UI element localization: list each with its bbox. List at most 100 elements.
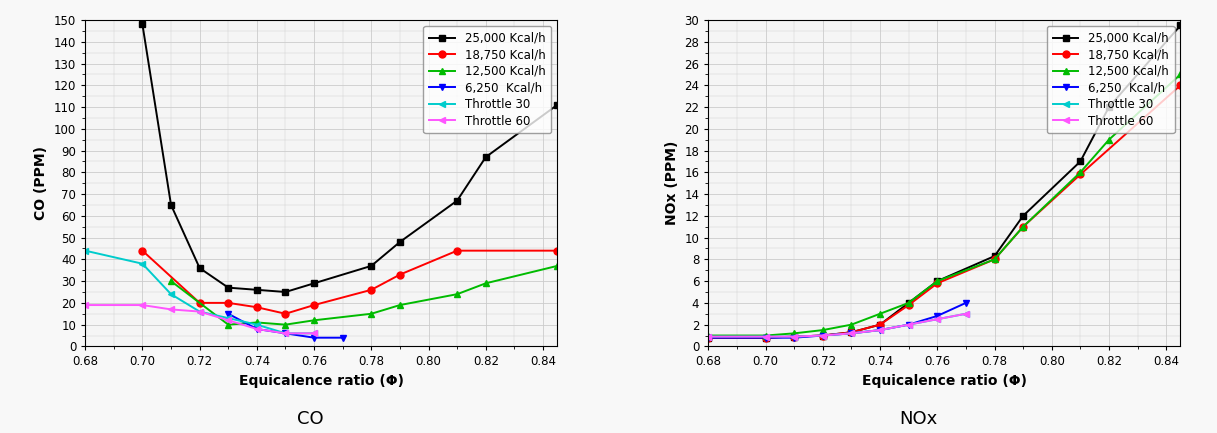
25,000 Kcal/h	[701, 335, 716, 340]
25,000 Kcal/h	[307, 281, 321, 286]
18,750 Kcal/h	[1073, 172, 1088, 177]
18,750 Kcal/h	[192, 300, 207, 305]
18,750 Kcal/h	[758, 335, 773, 340]
25,000 Kcal/h	[478, 155, 493, 160]
12,500 Kcal/h	[758, 333, 773, 338]
12,500 Kcal/h	[393, 303, 408, 308]
6,250  Kcal/h	[815, 333, 830, 338]
18,750 Kcal/h	[249, 305, 264, 310]
Line: 25,000 Kcal/h: 25,000 Kcal/h	[139, 21, 561, 295]
Line: 12,500 Kcal/h: 12,500 Kcal/h	[705, 71, 1184, 339]
18,750 Kcal/h	[873, 322, 887, 327]
Line: Throttle 30: Throttle 30	[705, 310, 970, 340]
Throttle 60	[873, 327, 887, 333]
Throttle 60	[787, 334, 802, 339]
Throttle 60	[701, 334, 716, 339]
25,000 Kcal/h	[845, 330, 859, 335]
Line: 18,750 Kcal/h: 18,750 Kcal/h	[139, 247, 561, 317]
Throttle 60	[135, 303, 150, 308]
12,500 Kcal/h	[845, 322, 859, 327]
Throttle 30	[307, 331, 321, 336]
Throttle 60	[902, 322, 916, 327]
6,250  Kcal/h	[758, 335, 773, 340]
12,500 Kcal/h	[478, 281, 493, 286]
Throttle 60	[78, 303, 92, 308]
18,750 Kcal/h	[987, 257, 1002, 262]
25,000 Kcal/h	[192, 265, 207, 271]
Throttle 30	[221, 316, 236, 321]
Throttle 60	[164, 307, 179, 312]
Throttle 60	[845, 331, 859, 336]
6,250  Kcal/h	[902, 322, 916, 327]
12,500 Kcal/h	[550, 263, 565, 268]
18,750 Kcal/h	[135, 248, 150, 253]
18,750 Kcal/h	[550, 248, 565, 253]
Line: 25,000 Kcal/h: 25,000 Kcal/h	[705, 22, 1184, 341]
25,000 Kcal/h	[930, 278, 944, 284]
25,000 Kcal/h	[1073, 159, 1088, 164]
X-axis label: Equicalence ratio (Φ): Equicalence ratio (Φ)	[239, 374, 404, 388]
Throttle 30	[279, 331, 293, 336]
6,250  Kcal/h	[787, 335, 802, 340]
Throttle 30	[249, 322, 264, 327]
Throttle 60	[221, 318, 236, 323]
Throttle 30	[78, 248, 92, 253]
6,250  Kcal/h	[701, 335, 716, 340]
Throttle 30	[930, 317, 944, 322]
18,750 Kcal/h	[701, 335, 716, 340]
6,250  Kcal/h	[845, 331, 859, 336]
Line: Throttle 60: Throttle 60	[705, 310, 970, 340]
18,750 Kcal/h	[279, 311, 293, 317]
25,000 Kcal/h	[450, 198, 465, 203]
Y-axis label: CO (PPM): CO (PPM)	[34, 146, 49, 220]
Throttle 30	[815, 333, 830, 338]
Legend: 25,000 Kcal/h, 18,750 Kcal/h, 12,500 Kcal/h, 6,250  Kcal/h, Throttle 30, Throttl: 25,000 Kcal/h, 18,750 Kcal/h, 12,500 Kca…	[424, 26, 551, 133]
25,000 Kcal/h	[364, 263, 378, 268]
12,500 Kcal/h	[249, 320, 264, 325]
12,500 Kcal/h	[307, 318, 321, 323]
Text: NOx: NOx	[899, 410, 938, 428]
12,500 Kcal/h	[221, 322, 236, 327]
Line: 6,250  Kcal/h: 6,250 Kcal/h	[705, 299, 970, 341]
Throttle 30	[164, 291, 179, 297]
25,000 Kcal/h	[550, 102, 565, 107]
18,750 Kcal/h	[450, 248, 465, 253]
18,750 Kcal/h	[221, 300, 236, 305]
18,750 Kcal/h	[902, 303, 916, 308]
Throttle 60	[249, 326, 264, 332]
12,500 Kcal/h	[1016, 224, 1031, 229]
12,500 Kcal/h	[873, 311, 887, 317]
18,750 Kcal/h	[1173, 83, 1188, 88]
Throttle 30	[787, 334, 802, 339]
X-axis label: Equicalence ratio (Φ): Equicalence ratio (Φ)	[862, 374, 1027, 388]
6,250  Kcal/h	[279, 331, 293, 336]
Text: CO: CO	[297, 410, 324, 428]
Throttle 30	[959, 311, 974, 317]
6,250  Kcal/h	[873, 327, 887, 333]
12,500 Kcal/h	[987, 257, 1002, 262]
Throttle 60	[279, 331, 293, 336]
Line: 18,750 Kcal/h: 18,750 Kcal/h	[705, 82, 1184, 341]
25,000 Kcal/h	[221, 285, 236, 290]
12,500 Kcal/h	[279, 322, 293, 327]
Throttle 30	[135, 261, 150, 266]
12,500 Kcal/h	[164, 278, 179, 284]
Throttle 30	[701, 334, 716, 339]
Throttle 60	[930, 317, 944, 322]
Line: 12,500 Kcal/h: 12,500 Kcal/h	[168, 262, 561, 328]
25,000 Kcal/h	[902, 300, 916, 305]
Line: Throttle 30: Throttle 30	[82, 247, 318, 337]
6,250  Kcal/h	[336, 335, 350, 340]
25,000 Kcal/h	[393, 239, 408, 245]
Throttle 30	[873, 327, 887, 333]
Throttle 30	[902, 322, 916, 327]
18,750 Kcal/h	[787, 334, 802, 339]
25,000 Kcal/h	[758, 335, 773, 340]
12,500 Kcal/h	[930, 278, 944, 284]
25,000 Kcal/h	[135, 22, 150, 27]
Throttle 60	[815, 333, 830, 338]
18,750 Kcal/h	[364, 287, 378, 292]
6,250  Kcal/h	[221, 311, 236, 317]
Throttle 30	[758, 334, 773, 339]
25,000 Kcal/h	[787, 334, 802, 339]
